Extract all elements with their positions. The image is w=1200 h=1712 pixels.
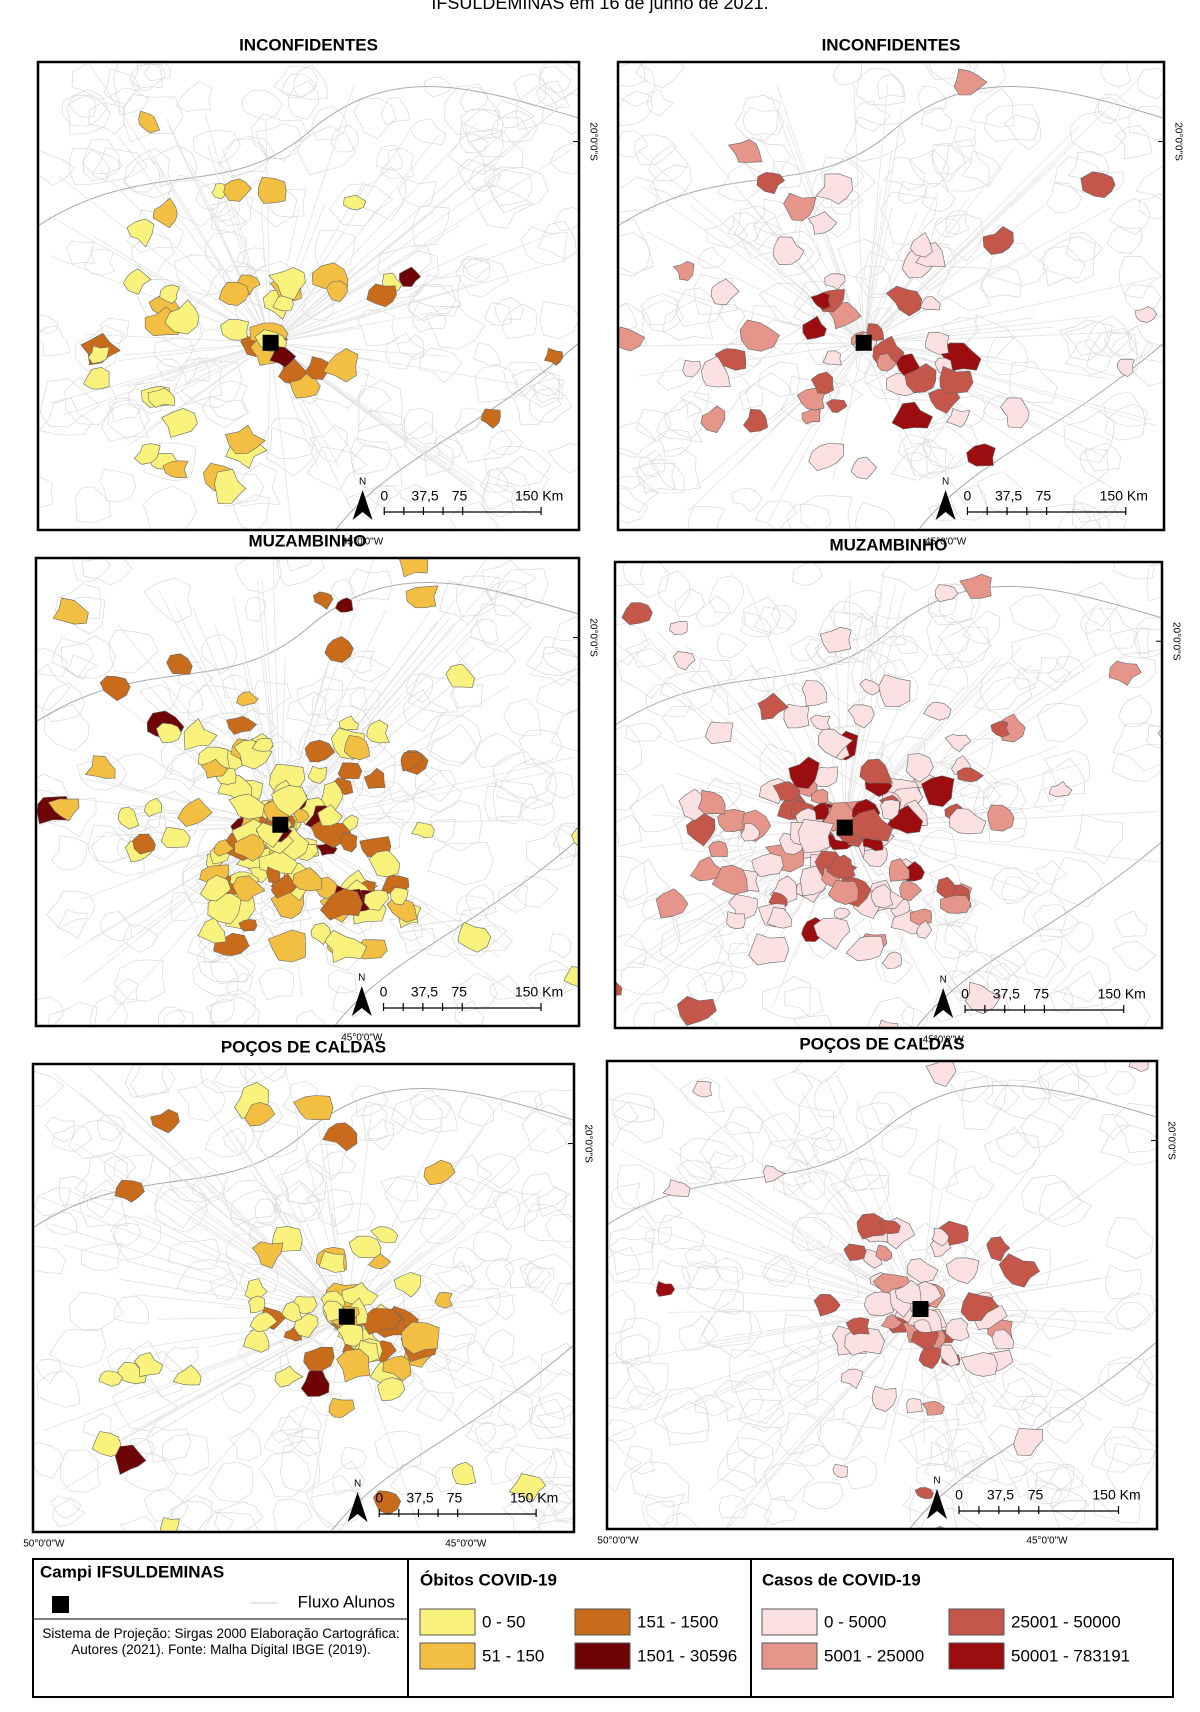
scale-label: 150 Km [1098,986,1146,1002]
latitude-label: 20°0'0"S [582,1124,593,1163]
campus-marker [856,335,872,351]
figure-title: IFSULDEMINAS em 16 de junho de 2021. [431,0,768,13]
latitude-label: 20°0'0"S [1170,622,1181,661]
scale-label: 75 [451,984,467,1000]
municipality [399,550,428,577]
scale-label: 0 [964,488,972,504]
scale-label: 0 [380,984,388,1000]
campus-marker [339,1309,355,1325]
panel-title: POÇOS DE CALDAS [799,1034,964,1053]
municipality [160,1518,179,1539]
scale-label: 75 [1036,488,1052,504]
municipality [919,1526,952,1553]
legend-swatch [575,1643,630,1669]
legend-label: 5001 - 25000 [824,1646,924,1665]
legend-swatch [420,1609,475,1635]
campus-marker [263,335,279,351]
panel-title: INCONFIDENTES [239,35,378,54]
latitude-label: 20°0'0"S [1172,122,1183,161]
scale-label: 37,5 [987,1487,1014,1503]
legend-label: 1501 - 30596 [637,1646,737,1665]
legend-swatch [762,1609,817,1635]
scale-label: 0 [961,986,969,1002]
figure: IFSULDEMINAS em 16 de junho de 2021. INCO… [0,0,1200,1707]
municipality [941,896,972,914]
north-label: N [358,973,365,984]
legend-label: 0 - 5000 [824,1612,886,1631]
municipality [5,647,31,665]
municipality [706,722,734,744]
campus-marker [272,817,288,833]
panel-title: POÇOS DE CALDAS [221,1037,386,1056]
north-label: N [359,477,366,488]
legend-swatch [762,1643,817,1669]
scale-label: 150 Km [1092,1487,1140,1503]
municipality [907,1399,923,1413]
scale-label: 0 [380,488,388,504]
municipality [0,211,13,236]
legend-swatch [420,1643,475,1669]
scale-label: 150 Km [515,984,563,1000]
municipality [965,531,994,556]
legend-label: 151 - 1500 [637,1612,718,1631]
scale-label: 75 [447,1490,463,1506]
scale-label: 37,5 [993,986,1020,1002]
legend-swatch [575,1609,630,1635]
municipality [1066,542,1096,563]
latitude-label: 20°0'0"S [587,122,598,161]
scale-label: 37,5 [995,488,1022,504]
scale-label: 150 Km [510,1490,558,1506]
municipality [258,177,286,203]
scale-label: 75 [1033,986,1049,1002]
scale-label: 150 Km [515,488,563,504]
scale-label: 37,5 [411,984,438,1000]
scale-label: 75 [1028,1487,1044,1503]
municipality [402,1322,440,1354]
legend-note: Sistema de Projeção: Sirgas 2000 Elabora… [40,1626,402,1658]
north-label: N [942,477,949,488]
municipality [727,912,746,929]
legend-label: 51 - 150 [482,1646,544,1665]
map-figure: IFSULDEMINAS em 16 de junho de 2021. INCO… [0,0,1200,1707]
longitude-label: 45°0'0"W [1026,1536,1068,1547]
scale-label: 0 [955,1487,963,1503]
municipality [338,763,362,779]
municipality [326,0,359,25]
legend-swatch [949,1643,1004,1669]
legend-title: Campi IFSULDEMINAS [40,1562,224,1581]
legend-label: 50001 - 783191 [1011,1646,1130,1665]
scale-label: 37,5 [411,488,438,504]
scale-label: 0 [375,1490,383,1506]
latitude-label: 20°0'0"S [587,618,598,657]
longitude-label: 45°0'0"W [445,1539,487,1550]
longitude-label: 50°0'0"W [597,1536,639,1547]
scale-label: 150 Km [1100,488,1148,504]
panel-title: INCONFIDENTES [822,35,961,54]
legend-flow-label: Fluxo Alunos [298,1592,395,1611]
longitude-label: 50°0'0"W [23,1539,65,1550]
municipality [670,621,688,635]
north-label: N [354,1479,361,1490]
legend-label: 25001 - 50000 [1011,1612,1121,1631]
legend-title: Casos de COVID-19 [762,1570,921,1589]
north-label: N [940,975,947,986]
latitude-label: 20°0'0"S [1165,1121,1176,1160]
campus-marker [837,820,853,836]
campus-marker [913,1301,929,1317]
legend-swatch [949,1609,1004,1635]
scale-label: 37,5 [406,1490,433,1506]
legend-campus-symbol [52,1596,69,1613]
legend-label: 0 - 50 [482,1612,525,1631]
scale-label: 75 [452,488,468,504]
north-label: N [933,1476,940,1487]
legend-title: Óbitos COVID-19 [420,1570,557,1589]
panel-title: MUZAMBINHO [829,535,947,554]
panel-title: MUZAMBINHO [248,531,366,550]
